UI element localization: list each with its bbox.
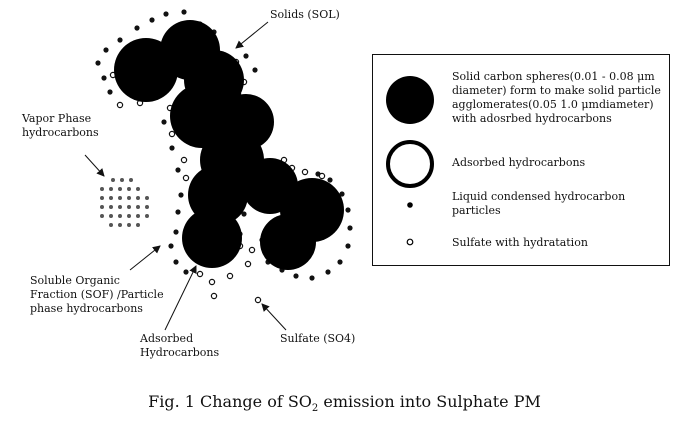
legend-adsorbed-ring-icon [386, 140, 434, 188]
solid-carbon-agglomerate [114, 20, 344, 270]
legend-solid-spheres-text: Solid carbon spheres(0.01 - 0.08 μm diam… [452, 70, 661, 125]
caption-subscript: 2 [311, 403, 319, 415]
sulfate-arrow [261, 303, 287, 331]
label-solids: Solids (SOL) [270, 8, 340, 21]
solids-arrow [235, 21, 269, 49]
label-sulfate: Sulfate (SO4) [280, 332, 356, 345]
vapor-arrow [84, 154, 105, 177]
legend-sulfate-circle-icon [406, 238, 414, 246]
legend-box [372, 54, 670, 266]
sof-arrow [129, 245, 161, 271]
caption-prefix: Fig. 1 Change of SO [148, 392, 312, 411]
legend-adsorbed-text: Adsorbed hydrocarbons [452, 156, 586, 169]
vapor-phase-dots [100, 178, 149, 227]
caption-suffix: emission into Sulphate PM [318, 392, 541, 411]
figure-caption: Fig. 1 Change of SO2 emission into Sulph… [0, 392, 689, 414]
adsorbed-arrow [164, 265, 197, 331]
label-adsorbed-hydrocarbons: Adsorbed Hydrocarbons [140, 332, 220, 359]
legend-solid-sphere-icon [386, 76, 434, 124]
label-vapor-phase: Vapor Phase hydrocarbons [22, 112, 99, 139]
particulate-matter-diagram [84, 9, 434, 331]
legend-liquid-text: Liquid condensed hydrocarbon particles [452, 190, 626, 217]
legend-liquid-dot-icon [407, 202, 413, 208]
label-sof: Soluble Organic Fraction (SOF) /Particle… [30, 274, 164, 315]
legend-sulfate-text: Sulfate with hydratation [452, 236, 588, 249]
